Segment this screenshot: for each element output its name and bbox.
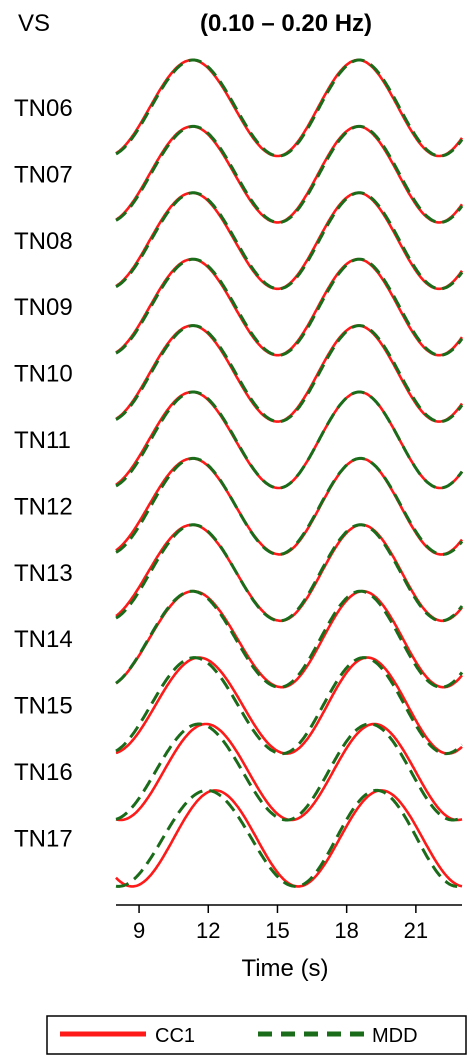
station-label: TN10 (14, 361, 73, 388)
trace-mdd-tn12 (115, 456, 464, 556)
trace-cc1-tn14 (115, 589, 463, 689)
trace-cc1-tn10 (115, 324, 464, 423)
trace-mdd-tn11 (115, 390, 464, 490)
trace-mdd-tn07 (115, 124, 464, 224)
station-label: TN11 (14, 427, 71, 454)
station-label: TN06 (14, 95, 73, 122)
trace-cc1-tn13 (115, 523, 463, 623)
chart-title: (0.10 – 0.20 Hz) (200, 10, 372, 37)
station-label: TN08 (14, 228, 73, 255)
station-label: TN12 (14, 493, 73, 520)
station-label: TN16 (14, 759, 73, 786)
trace-mdd-tn10 (115, 324, 464, 424)
station-label: TN17 (14, 825, 73, 852)
trace-mdd-tn06 (115, 58, 464, 158)
trace-cc1-tn08 (115, 191, 464, 291)
trace-cc1-tn09 (115, 257, 464, 357)
station-label: TN14 (14, 626, 73, 653)
trace-mdd-tn14 (115, 589, 464, 689)
station-label: TN13 (14, 560, 73, 587)
x-tick-label: 9 (133, 918, 145, 943)
x-tick-label: 18 (334, 918, 358, 943)
trace-mdd-tn09 (115, 257, 464, 357)
station-label: TN15 (14, 693, 73, 720)
x-tick-label: 21 (404, 918, 428, 943)
x-axis-label: Time (s) (241, 955, 328, 982)
legend: CC1 MDD (46, 1015, 467, 1055)
trace-cc1-tn06 (115, 58, 464, 158)
legend-label-mdd: MDD (372, 1025, 418, 1047)
trace-mdd-tn15 (115, 656, 464, 756)
legend-label-cc1: CC1 (155, 1025, 195, 1047)
station-labels: TN06 TN07 TN08 TN09 TN10 TN11 TN12 TN13 TN14 TN15… (14, 95, 73, 852)
station-label: TN07 (14, 161, 73, 188)
trace-mdd-tn08 (115, 191, 464, 291)
trace-mdd-tn17 (115, 788, 463, 888)
x-tick-label: 15 (265, 918, 289, 943)
trace-mdd-tn16 (115, 722, 463, 822)
component-label: VS (18, 10, 50, 37)
trace-cc1-tn17 (115, 789, 463, 888)
x-ticks: 9 12 15 18 21 (133, 905, 428, 943)
trace-mdd-tn13 (115, 523, 464, 623)
traces (115, 58, 464, 888)
trace-cc1-tn07 (115, 125, 464, 224)
trace-cc1-tn15 (115, 656, 463, 755)
station-label: TN09 (14, 294, 73, 321)
x-tick-label: 12 (196, 918, 220, 943)
